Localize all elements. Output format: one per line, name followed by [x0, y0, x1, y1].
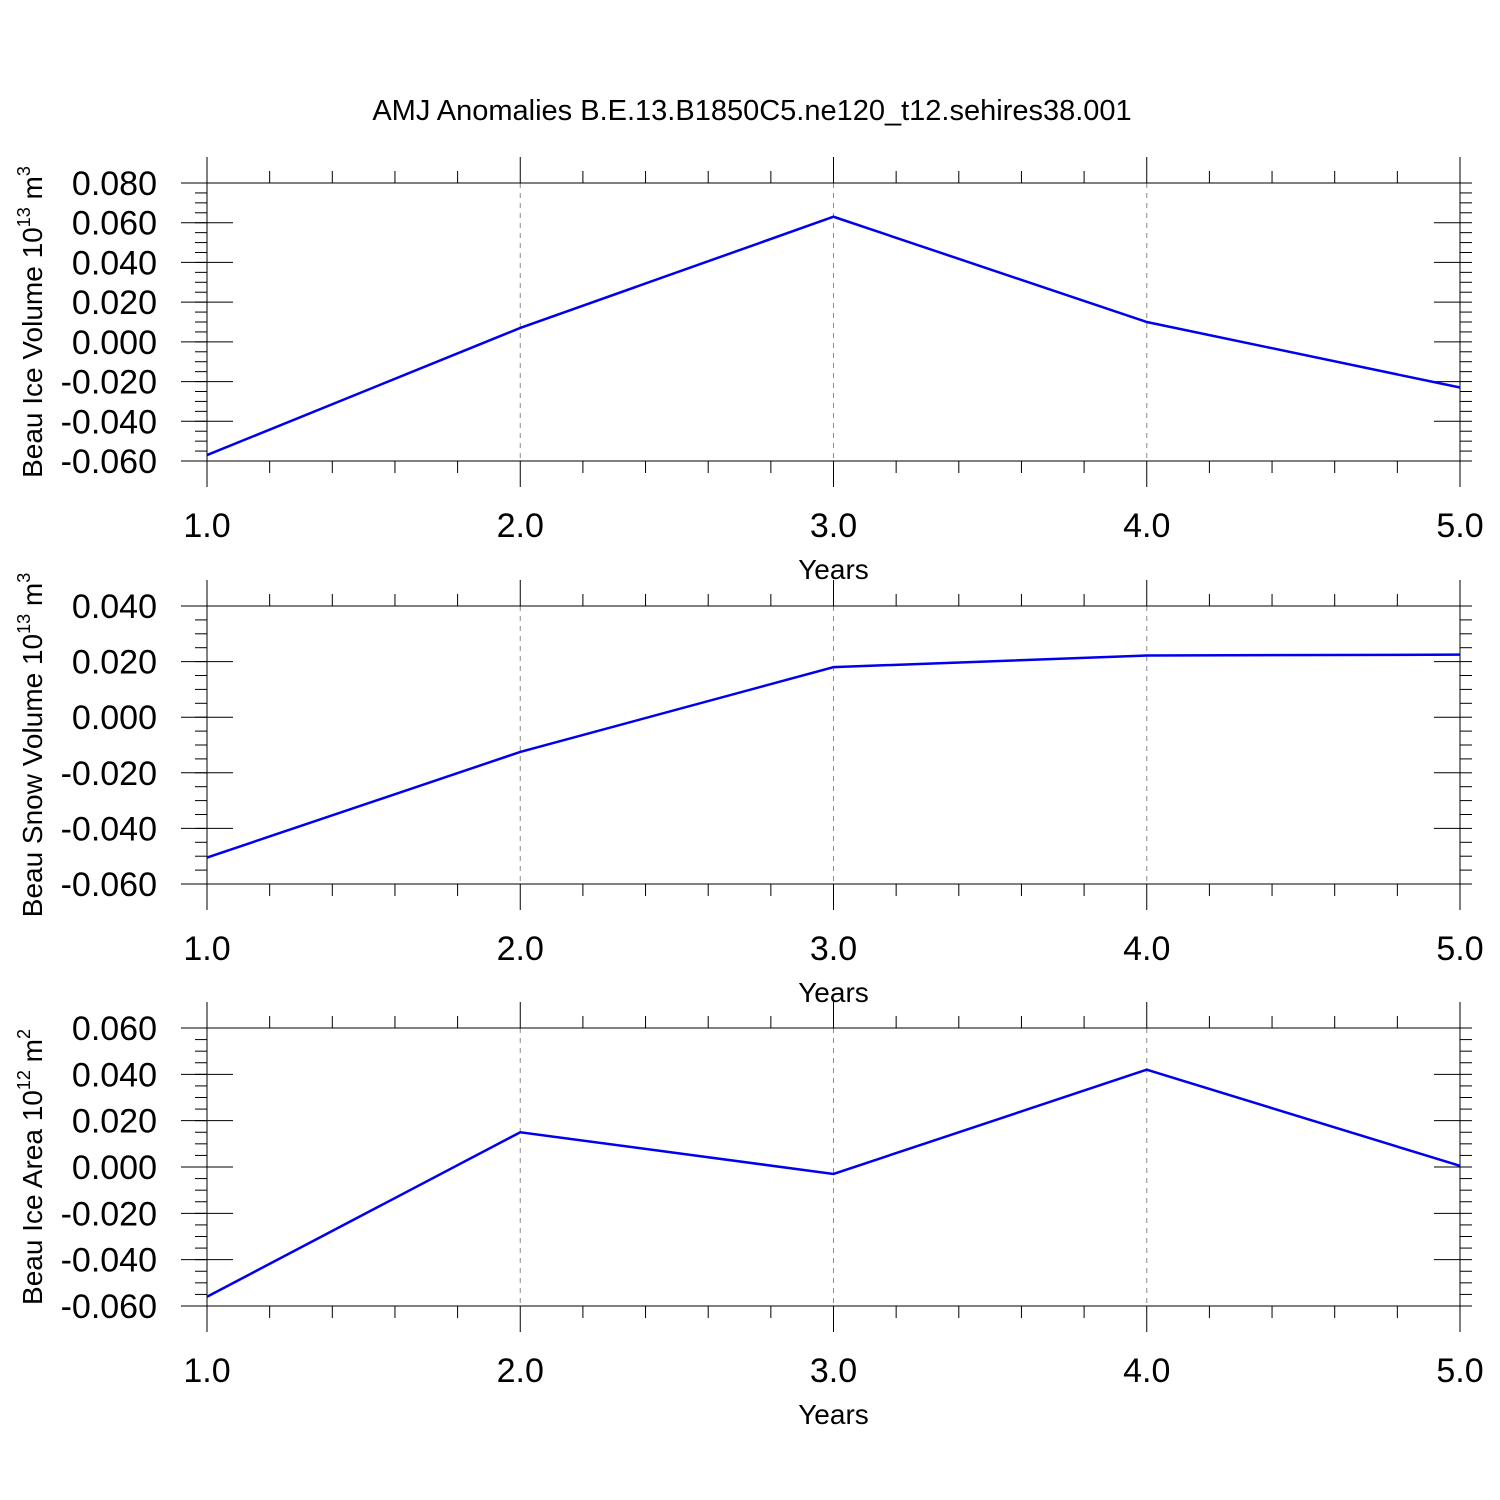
- y-axis-title-exponent: 13: [14, 207, 34, 227]
- y-tick-label: 0.040: [72, 588, 157, 626]
- y-tick-label: 0.040: [72, 1056, 157, 1094]
- x-axis-title: Years: [798, 1399, 869, 1430]
- x-tick-label: 4.0: [1123, 930, 1170, 968]
- y-axis-title-unit: m: [17, 176, 48, 207]
- y-axis-title-unit-exponent: 3: [14, 166, 34, 176]
- y-axis-title-text: Beau Ice Volume 10: [17, 227, 48, 478]
- y-axis-title-text: Beau Snow Volume 10: [17, 634, 48, 917]
- y-tick-label: 0.000: [72, 1149, 157, 1187]
- x-tick-label: 1.0: [183, 930, 230, 968]
- x-tick-label: 2.0: [497, 1352, 544, 1390]
- x-tick-label: 5.0: [1436, 1352, 1483, 1390]
- panel-1: -0.060-0.040-0.0200.0000.0200.0400.0600.…: [14, 157, 1484, 585]
- y-axis-title: Beau Snow Volume 1013 m3: [14, 573, 48, 917]
- x-tick-label: 3.0: [810, 930, 857, 968]
- x-tick-label: 5.0: [1436, 930, 1483, 968]
- y-tick-label: 0.020: [72, 644, 157, 682]
- series-line: [206, 653, 1461, 859]
- y-axis-title-unit-exponent: 2: [14, 1029, 34, 1039]
- y-tick-label: 0.020: [72, 284, 157, 322]
- y-tick-label: 0.000: [72, 324, 157, 362]
- y-axis-title-unit: m: [17, 583, 48, 614]
- y-tick-label: 0.080: [72, 165, 157, 203]
- panels: -0.060-0.040-0.0200.0000.0200.0400.0600.…: [14, 157, 1484, 1430]
- x-tick-label: 1.0: [183, 1352, 230, 1390]
- x-tick-label: 4.0: [1123, 507, 1170, 545]
- x-tick-label: 3.0: [810, 507, 857, 545]
- y-tick-label: 0.060: [72, 1010, 157, 1048]
- x-tick-label: 3.0: [810, 1352, 857, 1390]
- y-tick-label: 0.020: [72, 1103, 157, 1141]
- y-tick-label: -0.060: [61, 866, 157, 904]
- y-axis-title-unit-exponent: 3: [14, 573, 34, 583]
- y-tick-label: -0.040: [61, 403, 157, 441]
- x-tick-label: 4.0: [1123, 1352, 1170, 1390]
- x-tick-label: 5.0: [1436, 507, 1483, 545]
- series-line: [206, 215, 1461, 457]
- y-axis-title: Beau Ice Volume 1013 m3: [14, 166, 48, 478]
- panel-2: -0.060 -0.040 -0.020 0.000 0.020 0.040 1.0 2.0 3…: [14, 573, 1484, 1008]
- series-line: [206, 1068, 1461, 1298]
- y-tick-label: 0.060: [72, 205, 157, 243]
- y-tick-label: 0.000: [72, 699, 157, 737]
- y-tick-label: -0.060: [61, 1288, 157, 1326]
- x-tick-label: 1.0: [183, 507, 230, 545]
- y-axis-title-text: Beau Ice Area 10: [17, 1090, 48, 1305]
- x-tick-label: 2.0: [497, 507, 544, 545]
- y-axis-title-exponent: 13: [14, 614, 34, 634]
- y-tick-label: -0.020: [61, 364, 157, 402]
- y-tick-label: -0.020: [61, 1195, 157, 1233]
- figure-title: AMJ Anomalies B.E.13.B1850C5.ne120_t12.s…: [372, 95, 1131, 127]
- y-tick-label: -0.060: [61, 443, 157, 481]
- panel-3: -0.060 -0.040 -0.020 0.000 0.020 0.040 0.060 1.…: [14, 1002, 1484, 1430]
- y-axis-title-exponent: 12: [14, 1070, 34, 1090]
- y-tick-label: -0.020: [61, 755, 157, 793]
- y-axis-title-unit: m: [17, 1039, 48, 1070]
- y-axis-title: Beau Ice Area 1012 m2: [14, 1029, 48, 1305]
- x-tick-label: 2.0: [497, 930, 544, 968]
- x-axis-title: Years: [798, 554, 869, 585]
- y-tick-label: -0.040: [61, 1242, 157, 1280]
- y-tick-label: 0.040: [72, 244, 157, 282]
- y-tick-label: -0.040: [61, 810, 157, 848]
